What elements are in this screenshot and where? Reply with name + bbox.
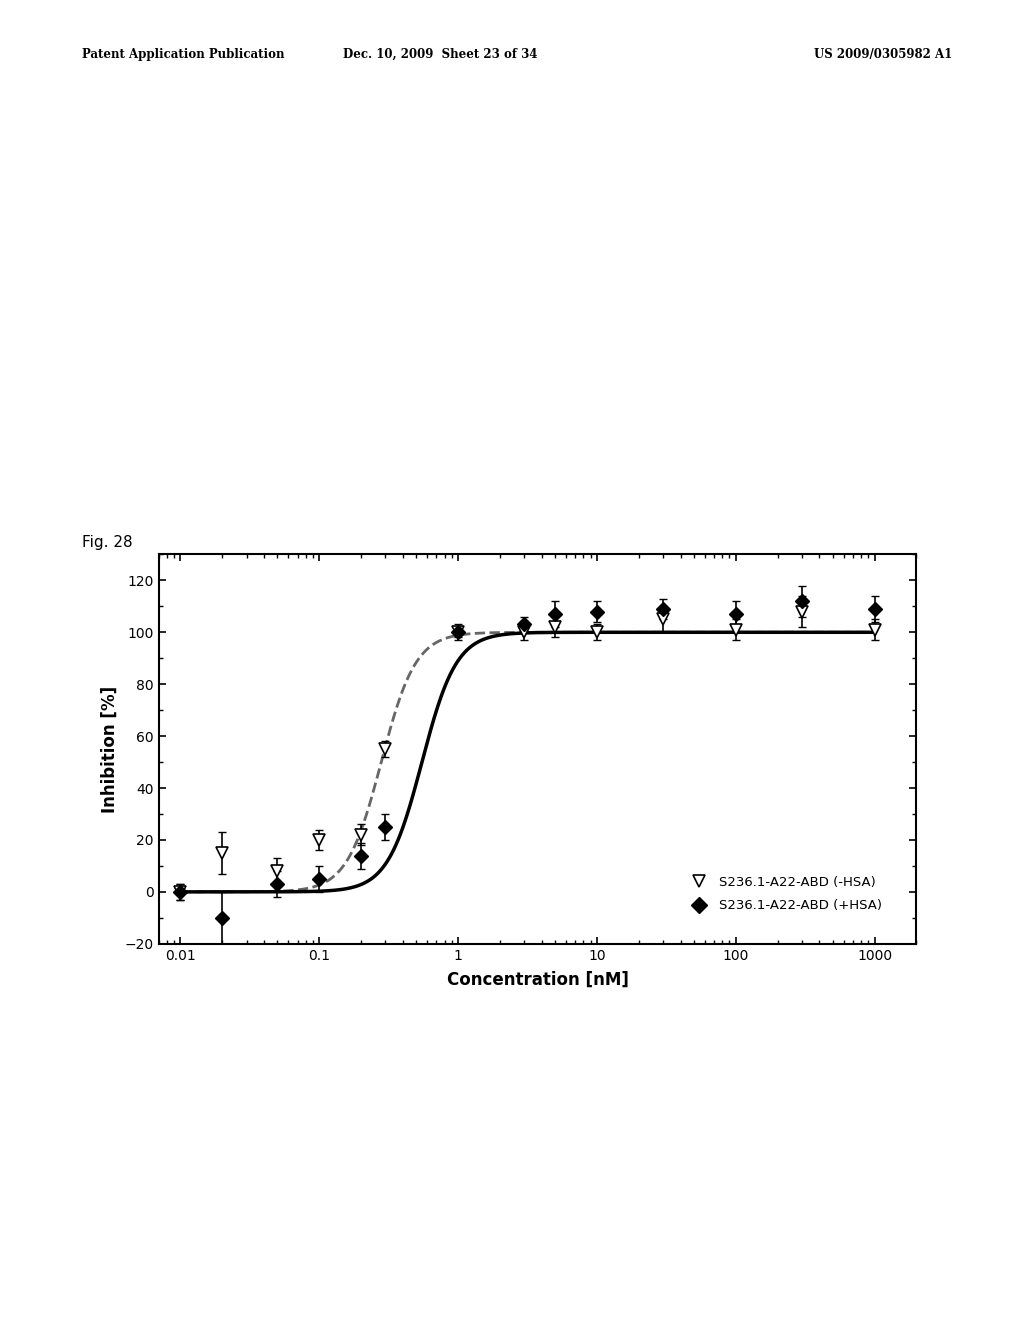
Text: Patent Application Publication: Patent Application Publication [82, 48, 285, 61]
X-axis label: Concentration [nM]: Concentration [nM] [446, 972, 629, 989]
Text: Dec. 10, 2009  Sheet 23 of 34: Dec. 10, 2009 Sheet 23 of 34 [343, 48, 538, 61]
Legend: S236.1-A22-ABD (-HSA), S236.1-A22-ABD (+HSA): S236.1-A22-ABD (-HSA), S236.1-A22-ABD (+… [681, 871, 887, 917]
Y-axis label: Inhibition [%]: Inhibition [%] [101, 685, 119, 813]
Text: US 2009/0305982 A1: US 2009/0305982 A1 [814, 48, 952, 61]
Text: Fig. 28: Fig. 28 [82, 535, 132, 549]
